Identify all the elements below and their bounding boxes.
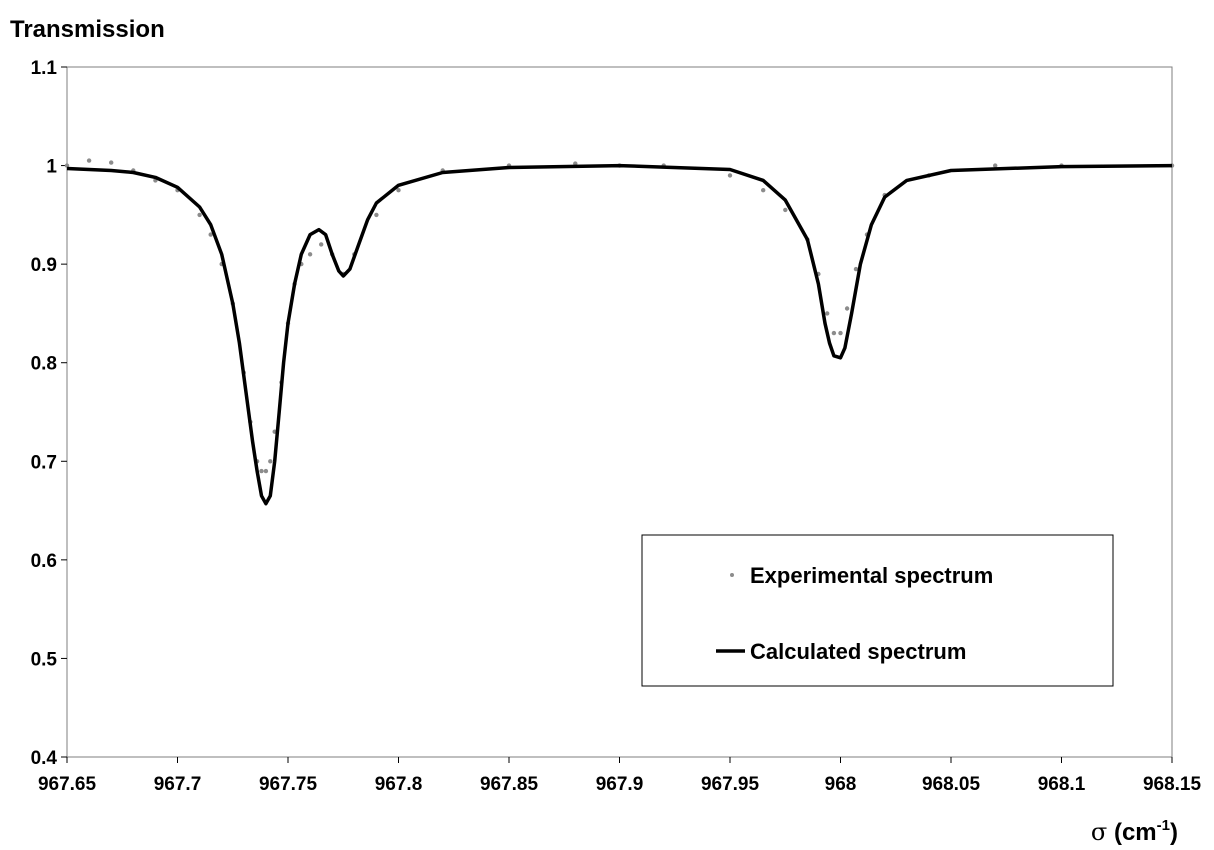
x-tick-label: 968.15: [1143, 774, 1202, 795]
x-axis-unit: (cm: [1107, 819, 1156, 846]
x-tick-label: 967.85: [480, 774, 539, 795]
experimental-point: [838, 330, 843, 336]
x-tick-label: 967.95: [701, 774, 760, 795]
experimental-point: [825, 311, 830, 316]
x-tick-label: 968: [825, 774, 857, 795]
y-tick-label: 0.5: [31, 649, 58, 670]
x-axis: 967.65 967.7 967.75 967.8 967.85 967.9 967.95 9…: [38, 757, 1202, 795]
calculated-series-line: [66, 163, 1173, 506]
y-tick-label: 0.4: [31, 748, 58, 769]
experimental-point: [319, 242, 324, 247]
y-tick-label: 1.1: [31, 58, 58, 79]
legend-marker-experimental: [730, 573, 734, 577]
legend-box: [641, 534, 1114, 687]
x-axis-unit-exponent: -1: [1157, 817, 1170, 834]
experimental-point: [783, 207, 788, 213]
experimental-point: [993, 163, 998, 168]
experimental-point: [831, 330, 837, 336]
x-tick-label: 967.8: [375, 774, 423, 795]
x-tick-label: 968.1: [1038, 774, 1086, 795]
x-tick-label: 967.75: [259, 774, 318, 795]
experimental-point: [268, 459, 273, 464]
y-axis: 1.1 1 0.9 0.8 0.7 0.6 0.5 0.4: [31, 58, 67, 769]
legend-label-calculated: Calculated spectrum: [750, 639, 966, 664]
experimental-point: [86, 158, 92, 163]
y-tick-label: 0.8: [31, 354, 57, 375]
y-tick-label: 0.6: [31, 551, 57, 572]
experimental-point: [727, 173, 733, 178]
x-tick-label: 967.9: [596, 774, 644, 795]
legend-label-experimental: Experimental spectrum: [750, 563, 993, 588]
x-tick-label: 968.05: [922, 774, 981, 795]
x-tick-label: 967.65: [38, 774, 97, 795]
experimental-point: [109, 160, 114, 165]
y-tick-label: 1: [46, 157, 57, 178]
x-tick-label: 967.7: [154, 774, 202, 795]
experimental-point: [197, 212, 202, 218]
y-tick-label: 0.7: [31, 452, 57, 473]
x-axis-title: σ (cm-1): [1091, 817, 1178, 846]
experimental-point: [307, 252, 313, 257]
x-axis-unit-close: ): [1170, 819, 1178, 846]
experimental-point: [259, 468, 264, 474]
experimental-point: [844, 306, 850, 311]
experimental-point: [853, 266, 859, 272]
experimental-point: [64, 163, 70, 168]
y-axis-title: Transmission: [10, 16, 165, 43]
legend: Experimental spectrum Calculated spectru…: [641, 534, 1114, 687]
experimental-point: [208, 232, 213, 237]
y-tick-label: 0.9: [31, 255, 57, 276]
experimental-point: [396, 188, 401, 193]
experimental-point: [761, 188, 766, 193]
experimental-series: [64, 158, 1175, 474]
experimental-point: [263, 468, 269, 474]
experimental-point: [374, 212, 379, 218]
x-axis-symbol: σ: [1091, 818, 1107, 846]
